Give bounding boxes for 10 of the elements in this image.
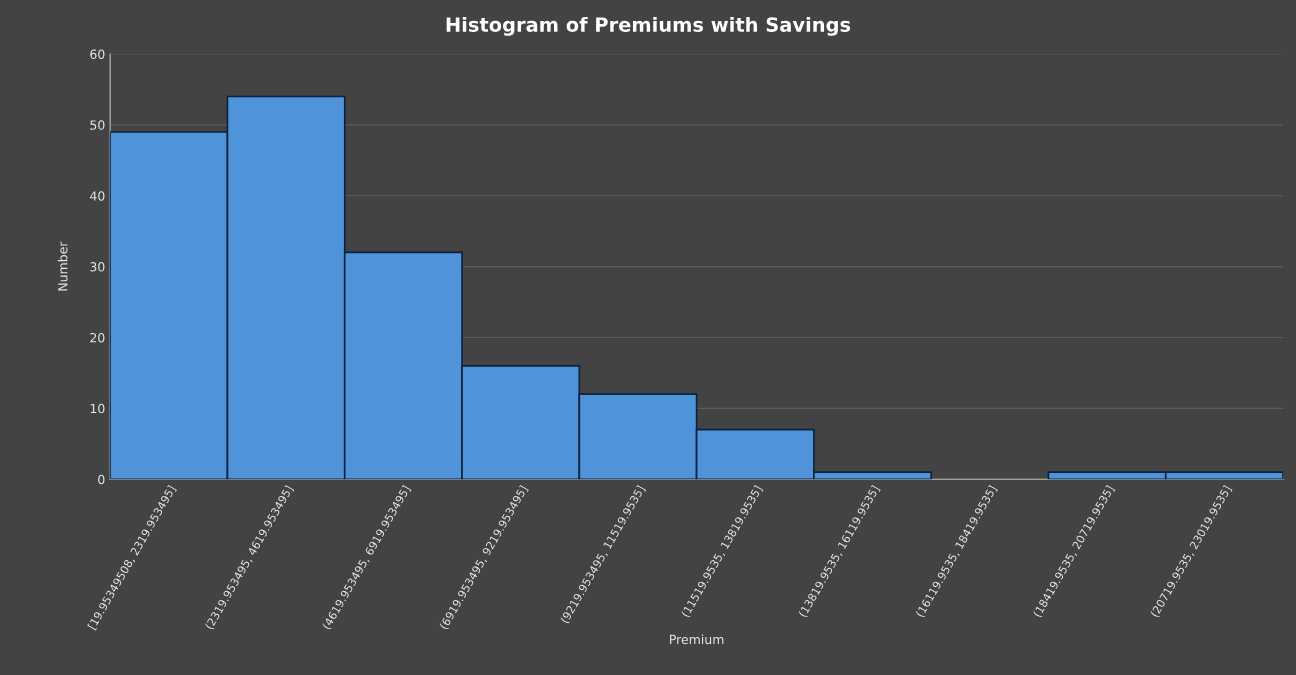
y-axis-title: Number [57, 241, 68, 291]
chart-title: Histogram of Premiums with Savings [446, 16, 851, 36]
y-tick-label: 50 [90, 120, 105, 130]
x-axis-title: Premium [670, 634, 724, 645]
y-tick-label: 60 [90, 49, 105, 59]
y-tick-label: 10 [90, 403, 105, 414]
y-tick-label: 40 [90, 191, 105, 201]
y-tick-label: 0 [98, 474, 105, 485]
y-tick-label: 30 [90, 262, 105, 272]
y-tick-label: 20 [90, 332, 105, 343]
